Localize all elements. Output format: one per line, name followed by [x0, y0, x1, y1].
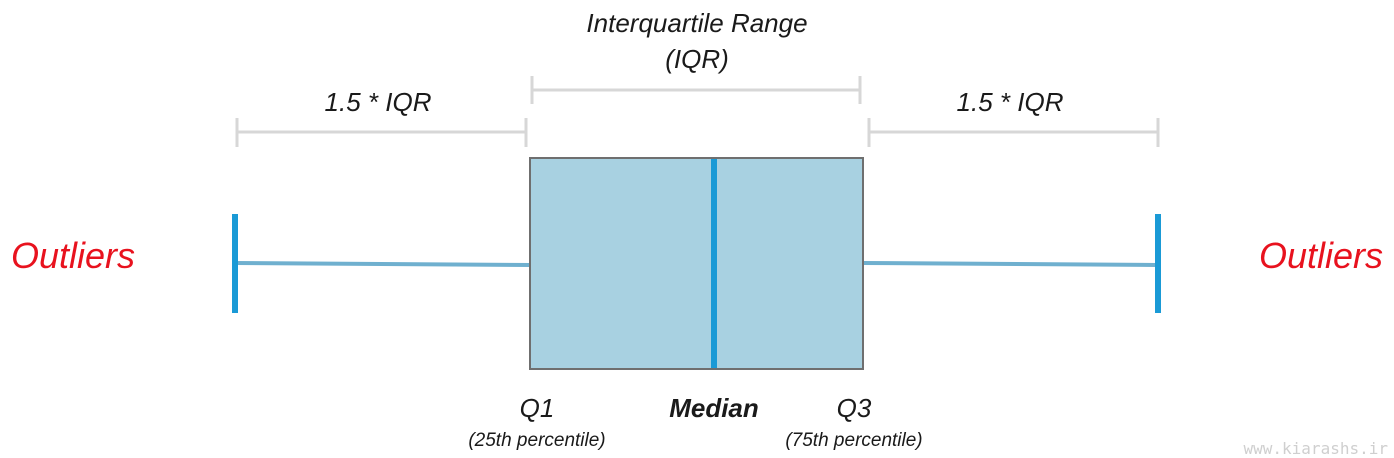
right-whisker-bracket	[867, 118, 1160, 147]
iqr-box	[529, 157, 864, 370]
right-whisker-line	[862, 261, 1158, 267]
left-whisker-line	[234, 261, 531, 267]
left-outliers-label: Outliers	[11, 235, 135, 276]
q1-sublabel: (25th percentile)	[468, 430, 605, 451]
left-whisker-label: 1.5 * IQR	[325, 87, 432, 117]
watermark: www.kiarashs.ir	[1244, 439, 1389, 458]
median-label: Median	[669, 393, 759, 423]
iqr-bracket	[530, 76, 862, 104]
q3-sublabel: (75th percentile)	[785, 430, 922, 451]
right-outliers-label: Outliers	[1259, 235, 1383, 276]
left-whisker-bracket	[235, 118, 528, 147]
iqr-title-line1: Interquartile Range	[586, 8, 807, 38]
right-whisker-label: 1.5 * IQR	[957, 87, 1064, 117]
q3-label: Q3	[837, 393, 872, 423]
q1-label: Q1	[520, 393, 555, 423]
iqr-title-line2: (IQR)	[665, 44, 729, 74]
